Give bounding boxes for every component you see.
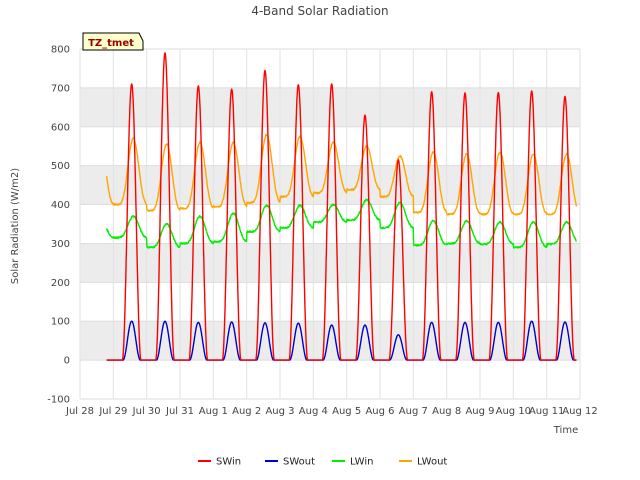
x-axis-title: Time bbox=[553, 425, 578, 436]
series-line-lwout bbox=[106, 133, 578, 216]
y-tick-label: 100 bbox=[51, 317, 70, 328]
legend-label-lwout: LWout bbox=[417, 457, 447, 468]
plot-band bbox=[80, 243, 580, 283]
tz-tag-background bbox=[82, 32, 144, 51]
x-tick-label: Aug 7 bbox=[399, 406, 428, 417]
legend-label-swin: SWin bbox=[216, 457, 241, 468]
y-tick-label: 500 bbox=[51, 161, 70, 172]
chart-title: 4-Band Solar Radiation bbox=[251, 4, 388, 18]
tz-tag-box: TZ_tmet bbox=[82, 32, 144, 51]
x-tick-label: Aug 6 bbox=[365, 406, 394, 417]
series-layer bbox=[106, 52, 578, 361]
legend-label-swout: SWout bbox=[283, 457, 315, 468]
y-tick-label: 0 bbox=[64, 356, 70, 367]
x-tick-label: Aug 4 bbox=[299, 406, 328, 417]
x-tick-label: Aug 9 bbox=[465, 406, 494, 417]
y-tick-label: 700 bbox=[51, 83, 70, 94]
x-tick-label: Aug 11 bbox=[529, 406, 564, 417]
y-tick-label: 800 bbox=[51, 45, 70, 56]
x-tick-label: Jul 31 bbox=[165, 406, 194, 417]
y-tick-label: -100 bbox=[47, 395, 70, 406]
x-axis-ticks: Jul 28 Jul 29 Jul 30 Jul 31 Aug 1 Aug 2 Aug 3 A… bbox=[65, 406, 598, 417]
x-tick-label: Jul 28 bbox=[65, 406, 94, 417]
series-line-swin bbox=[106, 52, 577, 361]
x-tick-label: Jul 29 bbox=[98, 406, 127, 417]
series-line-lwin bbox=[106, 198, 577, 249]
y-tick-label: 400 bbox=[51, 200, 70, 211]
y-axis-ticks: -100 0 100 200 300 400 500 600 700 800 bbox=[47, 45, 70, 406]
x-tick-label: Jul 30 bbox=[132, 406, 161, 417]
y-tick-label: 600 bbox=[51, 122, 70, 133]
x-tick-label: Aug 3 bbox=[265, 406, 294, 417]
legend: SWin SWout LWin LWout bbox=[198, 457, 447, 468]
x-tick-label: Aug 5 bbox=[332, 406, 361, 417]
y-axis-title: Solar Radiation (W/m2) bbox=[10, 168, 21, 284]
y-tick-label: 200 bbox=[51, 278, 70, 289]
plot-band bbox=[80, 165, 580, 205]
x-tick-label: Aug 8 bbox=[432, 406, 461, 417]
x-tick-label: Aug 12 bbox=[562, 406, 597, 417]
x-tick-label: Aug 2 bbox=[232, 406, 261, 417]
legend-label-lwin: LWin bbox=[350, 457, 373, 468]
x-tick-label: Aug 1 bbox=[199, 406, 228, 417]
x-tick-label: Aug 10 bbox=[496, 406, 531, 417]
y-tick-label: 300 bbox=[51, 239, 70, 250]
tz-tag-label: TZ_tmet bbox=[88, 38, 134, 49]
